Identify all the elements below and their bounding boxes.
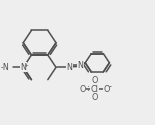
Text: -: -: [108, 82, 111, 91]
Text: N: N: [20, 63, 26, 72]
Text: Cl: Cl: [91, 85, 98, 94]
Text: -N: -N: [0, 63, 9, 72]
Text: :: :: [87, 84, 91, 93]
Text: O: O: [91, 76, 98, 85]
Text: N: N: [67, 63, 73, 72]
Text: O: O: [103, 85, 109, 94]
Text: O: O: [91, 94, 98, 102]
Text: +: +: [23, 63, 28, 68]
Text: O: O: [80, 85, 86, 94]
Text: N: N: [77, 61, 83, 70]
